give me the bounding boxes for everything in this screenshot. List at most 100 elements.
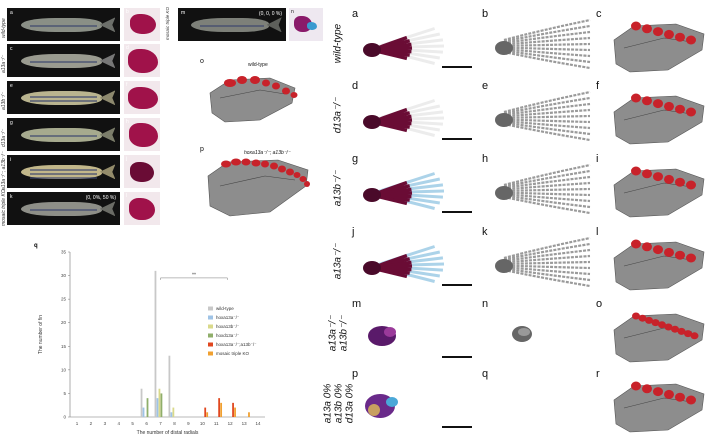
stained-fin-d: d: [124, 44, 160, 77]
chart-legend-label: wild-type: [216, 306, 234, 311]
panel-label-i: i: [596, 153, 599, 165]
render-3d-o: o wild-type: [200, 58, 310, 128]
panel-label-j: j: [126, 156, 128, 162]
panel-p-image: [365, 394, 398, 418]
panel-label-f: f: [596, 80, 600, 92]
chart-legend-label: hoxd13a⁻/⁻: [216, 333, 240, 338]
panel-j: [362, 228, 480, 294]
panel-label-i: i: [10, 157, 12, 163]
row-genotype-label: a13b⁻/⁻: [332, 170, 344, 207]
panel-q: [492, 370, 602, 436]
chart-x-tick-label: 9: [187, 421, 190, 426]
chart-x-axis-label: The number of distal radials: [137, 430, 199, 436]
chart-x-tick-label: 4: [117, 421, 120, 426]
chart-x-tick-label: 7: [159, 421, 162, 426]
panel-m: [362, 300, 480, 366]
genotype-label-a13a: a13a⁻/⁻: [1, 55, 7, 73]
panel-n: [492, 300, 602, 366]
chart-bar: [206, 412, 209, 417]
panel-a: [362, 10, 480, 76]
chart-bar: [158, 388, 161, 417]
panel-label-e: e: [482, 80, 489, 92]
chart-x-tick-label: 1: [76, 421, 79, 426]
panel-i: [606, 155, 716, 221]
scale-bar: [442, 211, 472, 213]
panel-h-image: [495, 163, 591, 215]
chart-bar: [220, 402, 223, 417]
panel-label-e: e: [10, 83, 13, 89]
row-genotype-label: a13a 0%: [322, 383, 334, 424]
chart-x-tick-label: 8: [173, 421, 176, 426]
chart-y-tick-label: 25: [61, 297, 67, 302]
chart-bar: [170, 412, 173, 417]
scale-bar: [442, 426, 472, 428]
panel-label-g: g: [352, 153, 359, 165]
chart-x-tick-label: 3: [104, 421, 107, 426]
panel-label-c: c: [10, 46, 13, 52]
panel-label-l: l: [126, 193, 128, 199]
chart-q: q 0 5 10 15 20 25 30 35 1 2 3 4 5 6 7 8 9 10 11 12 13 14 ** The …: [30, 240, 275, 440]
scale-bar: [442, 284, 472, 286]
row-genotype-label: d13a⁻/⁻: [332, 97, 344, 134]
panel-label-k: k: [10, 194, 13, 200]
stained-fin-n: n: [289, 8, 323, 41]
panel-label-k: k: [482, 226, 488, 238]
render-o-shape: [209, 76, 298, 123]
row-genotype-label: a13a⁻/⁻: [327, 315, 339, 352]
panel-label-h: h: [126, 119, 129, 125]
chart-bar: [142, 407, 145, 417]
chart-legend-label: hoxa13a⁻/⁻: [216, 315, 240, 320]
chart-bar: [146, 398, 149, 417]
panel-m-image: [368, 326, 396, 346]
panel-label-p: p: [200, 146, 204, 153]
chart-y-tick-label: 0: [63, 415, 66, 420]
chart-significance-bracket: [160, 277, 228, 280]
fish-photo-a13b: e: [7, 81, 120, 114]
fish-photo-d13a: g: [7, 118, 120, 151]
panel-label-f: f: [126, 82, 128, 88]
panel-c-image: [613, 21, 705, 73]
panel-r: [606, 370, 716, 436]
fish-photo-wild-type: a: [7, 8, 120, 41]
fish-photo-m: m (0, 0, 0 %): [178, 8, 286, 41]
panel-label-a: a: [10, 10, 13, 16]
panel-q-image: [492, 370, 602, 436]
panel-n-image: [512, 326, 532, 342]
panel-label-h: h: [482, 153, 489, 165]
render-p-title: hoxa13a⁻/⁻; a13b⁻/⁻: [244, 150, 291, 156]
panel-f: [606, 82, 716, 148]
panel-p: [362, 370, 480, 436]
stained-fin-b: b: [124, 8, 160, 41]
chart-bar: [140, 388, 143, 417]
chart-y-tick-label: 20: [61, 320, 67, 325]
chart-x-tick-label: 6: [145, 421, 148, 426]
render-3d-p: p hoxa13a⁻/⁻; a13b⁻/⁻: [200, 146, 318, 226]
panel-label-n: n: [291, 9, 294, 15]
panel-e-image: [495, 90, 591, 142]
stained-fin-f: f: [124, 81, 160, 114]
panel-label-p: p: [352, 368, 359, 380]
panel-label-o: o: [596, 298, 603, 310]
fish-m-percentages: (0, 0, 0 %): [258, 11, 282, 17]
chart-x-tick-label: 2: [90, 421, 93, 426]
render-o-title: wild-type: [248, 62, 268, 68]
chart-x-tick-label: 14: [256, 421, 262, 426]
panel-c: [606, 10, 716, 76]
chart-legend-swatch: [208, 333, 213, 338]
panel-g: [362, 155, 480, 221]
chart-legend-swatch: [208, 324, 213, 329]
fish-m-side-label: mosaic triple KO: [165, 6, 170, 40]
panel-a-image: [363, 27, 445, 65]
fish-photo-double: i: [7, 155, 120, 188]
panel-k-image: [495, 236, 591, 288]
panel-o: [606, 300, 716, 366]
chart-legend-label: hoxa13a⁻/⁻;a13b⁻/⁻: [216, 342, 257, 347]
chart-bar: [156, 398, 159, 417]
chart-y-tick-label: 15: [61, 344, 67, 349]
panel-label-d: d: [352, 80, 359, 92]
genotype-label-double: a13a⁻/⁻; a13b⁻/⁻: [1, 151, 7, 190]
chart-y-tick-label: 10: [61, 367, 67, 372]
panel-b-image: [495, 18, 591, 70]
panel-label-c: c: [596, 8, 602, 20]
